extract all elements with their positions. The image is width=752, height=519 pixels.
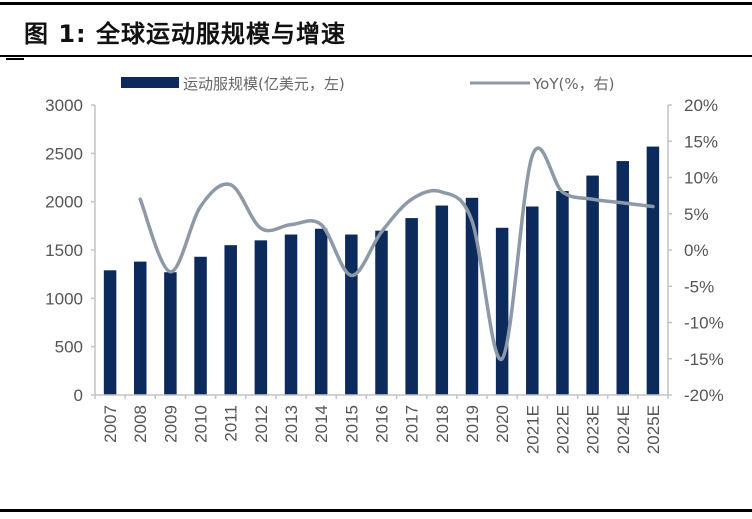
x-axis-tick-label: 2021E xyxy=(523,405,542,454)
left-axis-tick-label: 0 xyxy=(74,386,83,405)
bar xyxy=(375,230,388,395)
bar xyxy=(345,234,358,395)
bar xyxy=(314,228,328,395)
x-axis-tick-label: 2015 xyxy=(342,405,361,443)
x-axis-tick-label: 2017 xyxy=(403,405,422,443)
yoy-line-series xyxy=(138,146,655,361)
x-axis-tick-label: 2025E xyxy=(644,405,663,454)
bar xyxy=(284,234,298,395)
legend-line-label: YoY(%，右) xyxy=(532,75,614,93)
bar xyxy=(435,205,449,395)
right-axis-tick-label: -20% xyxy=(684,386,724,405)
x-axis-tick-label: 2022E xyxy=(553,405,572,454)
bar xyxy=(495,227,509,395)
bar xyxy=(133,261,147,395)
right-axis-tick-label: 20% xyxy=(684,96,718,115)
bar xyxy=(224,245,237,395)
yoy-line xyxy=(138,146,655,361)
x-axis-tick-label: 2008 xyxy=(131,405,150,443)
x-axis-tick-label: 2010 xyxy=(192,405,211,443)
right-axis-tick-label: 15% xyxy=(684,132,718,151)
bar-series xyxy=(103,146,660,395)
x-axis-tick-label: 2013 xyxy=(282,405,301,443)
bar xyxy=(556,191,569,395)
left-axis-tick-label: 2500 xyxy=(45,144,83,163)
left-axis: 0 500 1000 1500 2000 2500 3000 xyxy=(45,96,96,405)
x-axis-tick-label: 2014 xyxy=(312,405,331,443)
right-axis: -20% -15% -10% -5% 0% 5% 10% 15% 20% xyxy=(667,96,724,405)
x-axis-tick-label: 2023E xyxy=(584,405,603,454)
right-axis-tick-label: -15% xyxy=(684,350,724,369)
right-axis-tick-label: 5% xyxy=(684,205,709,224)
bar xyxy=(526,206,539,395)
x-axis-tick-label: 2019 xyxy=(463,405,482,443)
bar xyxy=(164,272,177,395)
bottom-rule xyxy=(0,509,752,512)
left-axis-tick-label: 1000 xyxy=(45,289,83,308)
bar xyxy=(646,146,660,395)
bar xyxy=(103,270,117,395)
legend-bar-label: 运动服规模(亿美元，左) xyxy=(183,75,345,93)
x-axis-tick-label: 2011 xyxy=(222,405,241,442)
right-axis-tick-label: 10% xyxy=(684,169,718,188)
bar xyxy=(586,175,599,395)
x-axis-tick-label: 2024E xyxy=(614,405,633,454)
bar xyxy=(616,161,630,395)
right-axis-tick-label: -5% xyxy=(684,277,714,296)
bar xyxy=(465,197,479,395)
bar xyxy=(405,218,418,395)
bar xyxy=(254,240,268,395)
right-axis-tick-label: -10% xyxy=(684,314,724,333)
x-axis-tick-label: 2009 xyxy=(161,405,180,443)
left-axis-tick-label: 500 xyxy=(55,338,83,357)
left-axis-tick-label: 1500 xyxy=(45,241,83,260)
title-rule xyxy=(0,55,752,57)
legend-bar-swatch xyxy=(121,77,179,88)
right-axis-tick-label: 0% xyxy=(684,241,709,260)
bar xyxy=(194,256,207,395)
left-axis-tick-label: 2000 xyxy=(45,193,83,212)
x-axis-tick-label: 2020 xyxy=(493,405,512,443)
x-axis-tick-label: 2012 xyxy=(252,405,271,443)
figure-title: 图 1: 全球运动服规模与增速 xyxy=(24,20,347,48)
x-axis-tick-label: 2016 xyxy=(373,405,392,443)
left-axis-tick-label: 3000 xyxy=(45,96,83,115)
x-axis-tick-label: 2018 xyxy=(433,405,452,443)
x-axis-tick-label: 2007 xyxy=(101,405,120,443)
top-rule xyxy=(0,2,752,5)
title-rule-mark xyxy=(6,58,24,60)
x-axis: 2007 2008 2009 2010 2011 2012 2013 2014 2015 2016… xyxy=(94,394,669,454)
legend: 运动服规模(亿美元，左) YoY(%，右) xyxy=(121,75,614,93)
